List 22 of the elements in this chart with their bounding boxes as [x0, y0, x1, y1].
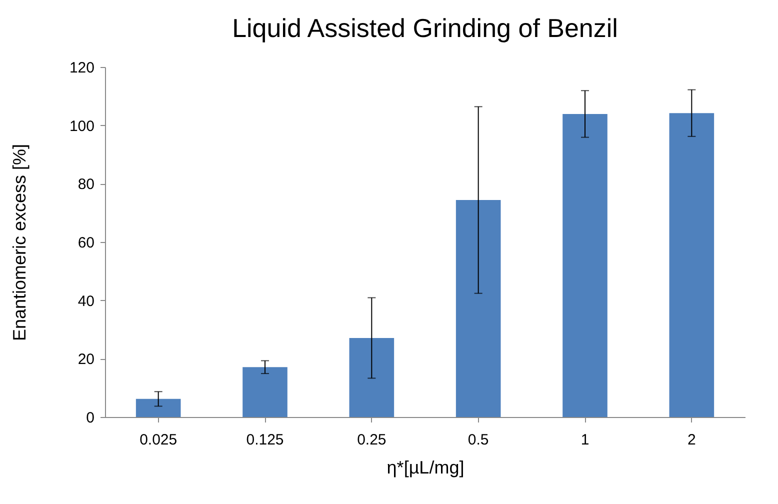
x-tick-label: 0.025 — [140, 432, 178, 448]
x-axis-title: η*[µL/mg] — [386, 458, 464, 478]
bar — [562, 114, 608, 417]
x-tick-label: 0.125 — [246, 432, 284, 448]
y-tick-label: 120 — [69, 60, 94, 76]
x-tick-label: 0.25 — [357, 432, 386, 448]
chart-title: Liquid Assisted Grinding of Benzil — [232, 13, 618, 43]
y-tick-label: 80 — [78, 176, 94, 194]
y-axis-title: Enantiomeric excess [%] — [9, 144, 30, 342]
bar — [349, 338, 394, 417]
bar — [669, 113, 714, 417]
y-tick-label: 40 — [78, 292, 94, 310]
y-tick-label: 60 — [78, 234, 94, 252]
bar — [242, 367, 288, 417]
bar — [136, 398, 181, 417]
y-tick-label: 20 — [78, 351, 94, 368]
y-tick-label: 100 — [69, 118, 94, 135]
x-tick-label: 2 — [687, 432, 696, 448]
x-tick-label: 1 — [580, 432, 590, 448]
y-tick-label: 0 — [86, 410, 94, 426]
x-tick-label: 0.5 — [468, 432, 489, 448]
bar — [456, 200, 501, 417]
